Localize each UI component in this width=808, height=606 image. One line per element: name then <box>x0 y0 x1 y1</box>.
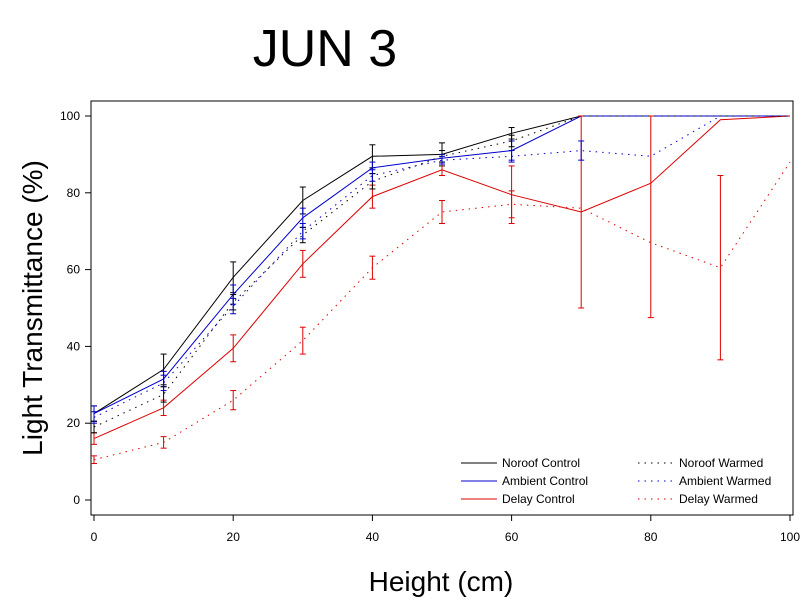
legend-label: Noroof Warmed <box>679 456 763 470</box>
x-tick-label: 40 <box>366 530 380 544</box>
x-tick-label: 100 <box>780 530 800 544</box>
series-ambient-warmed <box>91 115 790 424</box>
error-bar <box>508 150 515 163</box>
error-bar <box>647 115 654 319</box>
error-bar <box>299 249 306 278</box>
error-bar <box>91 432 97 445</box>
error-bar <box>91 411 97 424</box>
y-tick-label: 100 <box>60 109 80 123</box>
error-bar <box>369 169 376 182</box>
x-tick-label: 60 <box>505 530 519 544</box>
series-delay-control <box>91 115 791 445</box>
series-line-delay-warmed <box>93 161 791 461</box>
legend-item: Noroof Warmed <box>638 456 763 470</box>
error-bar <box>717 175 724 361</box>
chart-title: JUN 3 <box>253 20 397 78</box>
legend-item: Noroof Control <box>461 456 580 470</box>
legend-label: Delay Warmed <box>679 492 758 506</box>
error-bar <box>230 297 237 315</box>
error-bar <box>508 134 515 148</box>
error-bar <box>369 255 376 280</box>
axes: 0 20 40 60 80 100 0 20 40 60 80 100 <box>60 109 800 544</box>
x-tick-label: 0 <box>91 530 98 544</box>
legend-label: Delay Control <box>502 492 575 506</box>
y-tick-label: 20 <box>67 416 81 430</box>
legend-label: Noroof Control <box>502 456 580 470</box>
error-bar <box>160 436 167 449</box>
error-bar <box>439 199 445 225</box>
series-layer <box>91 115 791 465</box>
y-tick-label: 80 <box>67 186 81 200</box>
legend-item: Delay Control <box>461 492 575 506</box>
y-axis-title: Light Transmittance (%) <box>17 160 48 456</box>
legend-label: Ambient Warmed <box>679 474 771 488</box>
error-bar <box>299 326 306 355</box>
error-bar <box>160 374 167 392</box>
error-bar <box>508 190 515 219</box>
error-bar <box>299 223 306 240</box>
error-bar <box>578 140 585 161</box>
y-tick-label: 40 <box>67 339 81 353</box>
legend: Noroof Control Ambient Control Delay Contr… <box>461 456 771 506</box>
x-axis-title: Height (cm) <box>369 566 514 597</box>
y-tick-label: 0 <box>73 493 80 507</box>
legend-item: Ambient Warmed <box>638 474 771 488</box>
error-bar <box>230 334 237 363</box>
legend-item: Ambient Control <box>461 474 588 488</box>
x-tick-label: 20 <box>227 530 241 544</box>
y-tick-label: 60 <box>67 263 81 277</box>
plot-frame <box>90 100 794 516</box>
series-delay-warmed <box>91 161 791 465</box>
error-bar <box>91 455 97 465</box>
series-line-noroof-warmed <box>93 115 790 428</box>
legend-label: Ambient Control <box>502 474 588 488</box>
x-tick-label: 80 <box>644 530 658 544</box>
error-bar <box>439 155 445 165</box>
legend-item: Delay Warmed <box>638 492 758 506</box>
error-bar <box>230 390 237 411</box>
